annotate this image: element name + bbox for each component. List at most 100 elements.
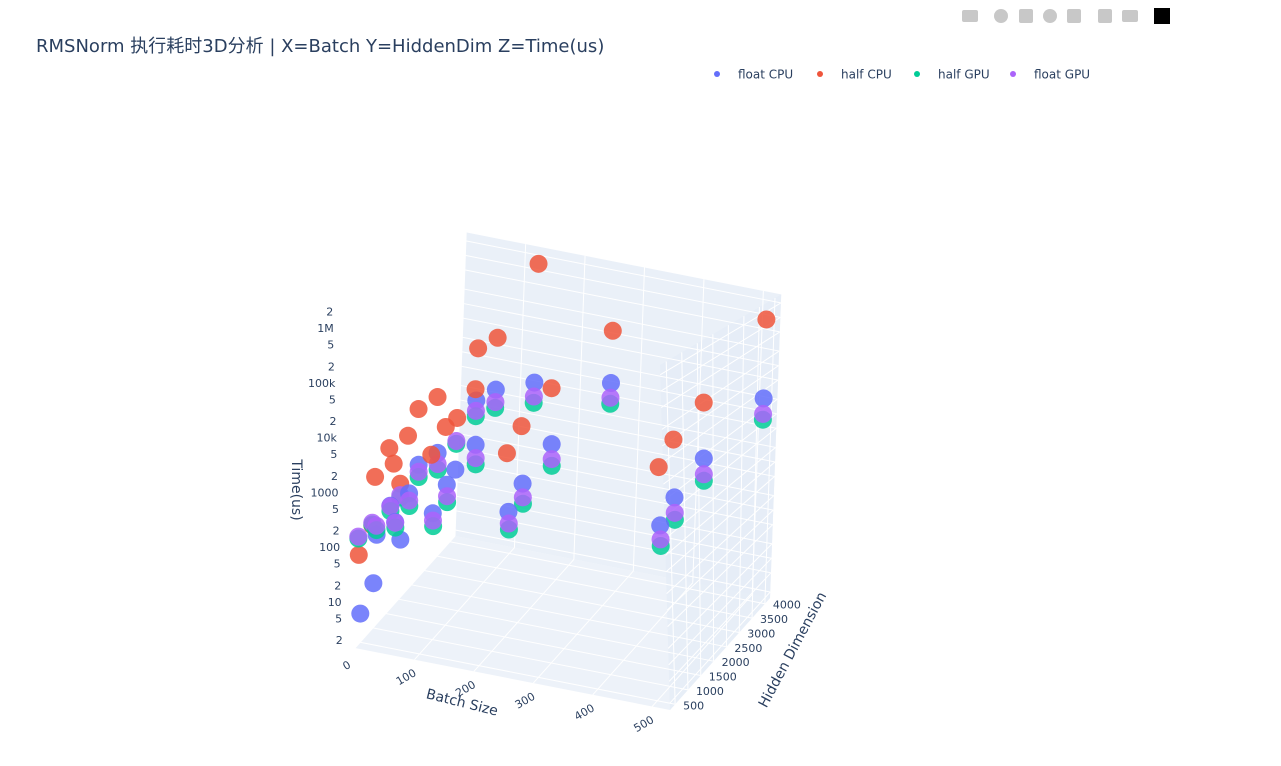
z-grid-line [668, 572, 772, 682]
y-grid-line [681, 352, 689, 690]
pan-button[interactable] [1019, 9, 1033, 23]
x-grid-line [354, 535, 456, 649]
data-point [466, 449, 485, 468]
z-grid-line [665, 476, 775, 573]
data-point [364, 574, 383, 593]
y-grid-line [436, 555, 753, 619]
z-tick-label: 10 [328, 596, 342, 609]
data-point [447, 432, 466, 451]
plotly-logo[interactable] [1154, 8, 1170, 24]
data-point [446, 460, 465, 479]
z-grid-line [463, 303, 779, 367]
x-grid-line [454, 232, 467, 537]
y-grid-line [424, 569, 740, 633]
data-point [367, 516, 386, 535]
z-tick-label: 1M [317, 322, 334, 335]
x-grid-line [473, 559, 575, 672]
x-grid-line [573, 255, 586, 560]
data-point [603, 321, 622, 340]
data-point [754, 404, 773, 423]
y-tick-label: 3500 [760, 613, 788, 626]
y-grid-line [665, 361, 676, 705]
camera-reset-button[interactable] [1122, 10, 1138, 22]
y-tick-label: 1500 [709, 671, 737, 684]
y-grid-line [764, 298, 776, 604]
z-tick-label: 2 [328, 360, 335, 373]
y-grid-line [372, 627, 689, 691]
home-button[interactable] [1098, 9, 1112, 23]
z-tick-label: 5 [335, 612, 342, 625]
toolbar [962, 8, 1170, 24]
y-tick-label: 2000 [722, 656, 750, 669]
z-tick-label: 2 [334, 579, 341, 592]
z-axis-title: Time(us) [288, 458, 304, 520]
z-grid-line [663, 413, 778, 502]
chart-title: RMSNorm 执行耗时3D分析 | X=Batch Y=HiddenDim Z… [36, 36, 604, 57]
z-grid-line [661, 350, 780, 430]
data-point [513, 474, 532, 493]
z-grid-line [455, 529, 771, 593]
z-grid-line [465, 240, 781, 304]
data-point [469, 339, 488, 358]
legend-item[interactable]: float CPU [714, 68, 793, 82]
data-point [694, 465, 713, 484]
camera-button[interactable] [962, 10, 978, 22]
data-point [524, 387, 543, 406]
z-grid-line [462, 317, 779, 381]
legend-label: half CPU [841, 68, 892, 82]
z-grid-line [456, 481, 773, 545]
y-tick-label: 1000 [696, 685, 724, 698]
data-point [351, 604, 370, 623]
data-point [649, 458, 668, 477]
z-grid-line [667, 524, 774, 627]
data-point [665, 488, 684, 507]
data-point [529, 254, 548, 273]
z-grid-line [458, 433, 774, 497]
data-point [423, 511, 442, 530]
z-grid-line [666, 509, 774, 611]
z-tick-label: 5 [329, 393, 336, 406]
turntable-button[interactable] [1067, 9, 1081, 23]
data-point [542, 379, 561, 398]
data-point [466, 380, 485, 399]
z-grid-line [666, 495, 775, 595]
legend-label: half GPU [938, 68, 990, 82]
data-point [438, 487, 457, 506]
z-grid-line [662, 365, 779, 447]
data-point [665, 503, 684, 522]
data-point [436, 417, 455, 436]
data-point [380, 439, 399, 458]
orbit-button[interactable] [1043, 9, 1057, 23]
legend-marker [1010, 71, 1016, 77]
y-tick-label: 4000 [773, 599, 801, 612]
z-grid-line [668, 557, 772, 666]
z-grid-line [660, 331, 781, 409]
z-grid-line [464, 269, 780, 333]
legend-item[interactable]: float GPU [1010, 68, 1090, 82]
data-point [428, 388, 447, 407]
data-point [386, 513, 405, 532]
data-point [384, 454, 403, 473]
legend-item[interactable]: half GPU [914, 68, 990, 82]
z-grid-line [457, 462, 773, 526]
z-tick-label: 5 [327, 339, 334, 352]
legend-item[interactable]: half CPU [817, 68, 892, 82]
legend-marker [714, 71, 720, 77]
y-grid-line [712, 334, 715, 662]
z-tick-label: 100k [308, 377, 336, 390]
z-grid-line [462, 336, 778, 400]
zoom-button[interactable] [994, 9, 1008, 23]
data-point [381, 497, 400, 516]
z-tick-label: 10k [317, 432, 338, 445]
data-point [409, 462, 428, 481]
data-point [399, 426, 418, 445]
data-point [499, 514, 518, 533]
data-point [601, 374, 620, 393]
plot-area: 0100200300400500500100015002000250030003… [288, 232, 830, 735]
y-grid-line [385, 613, 701, 677]
data-point [466, 401, 485, 420]
data-point [349, 545, 368, 564]
y-grid-line [751, 307, 760, 619]
x-grid-line [532, 570, 634, 684]
z-grid-line [459, 399, 776, 463]
